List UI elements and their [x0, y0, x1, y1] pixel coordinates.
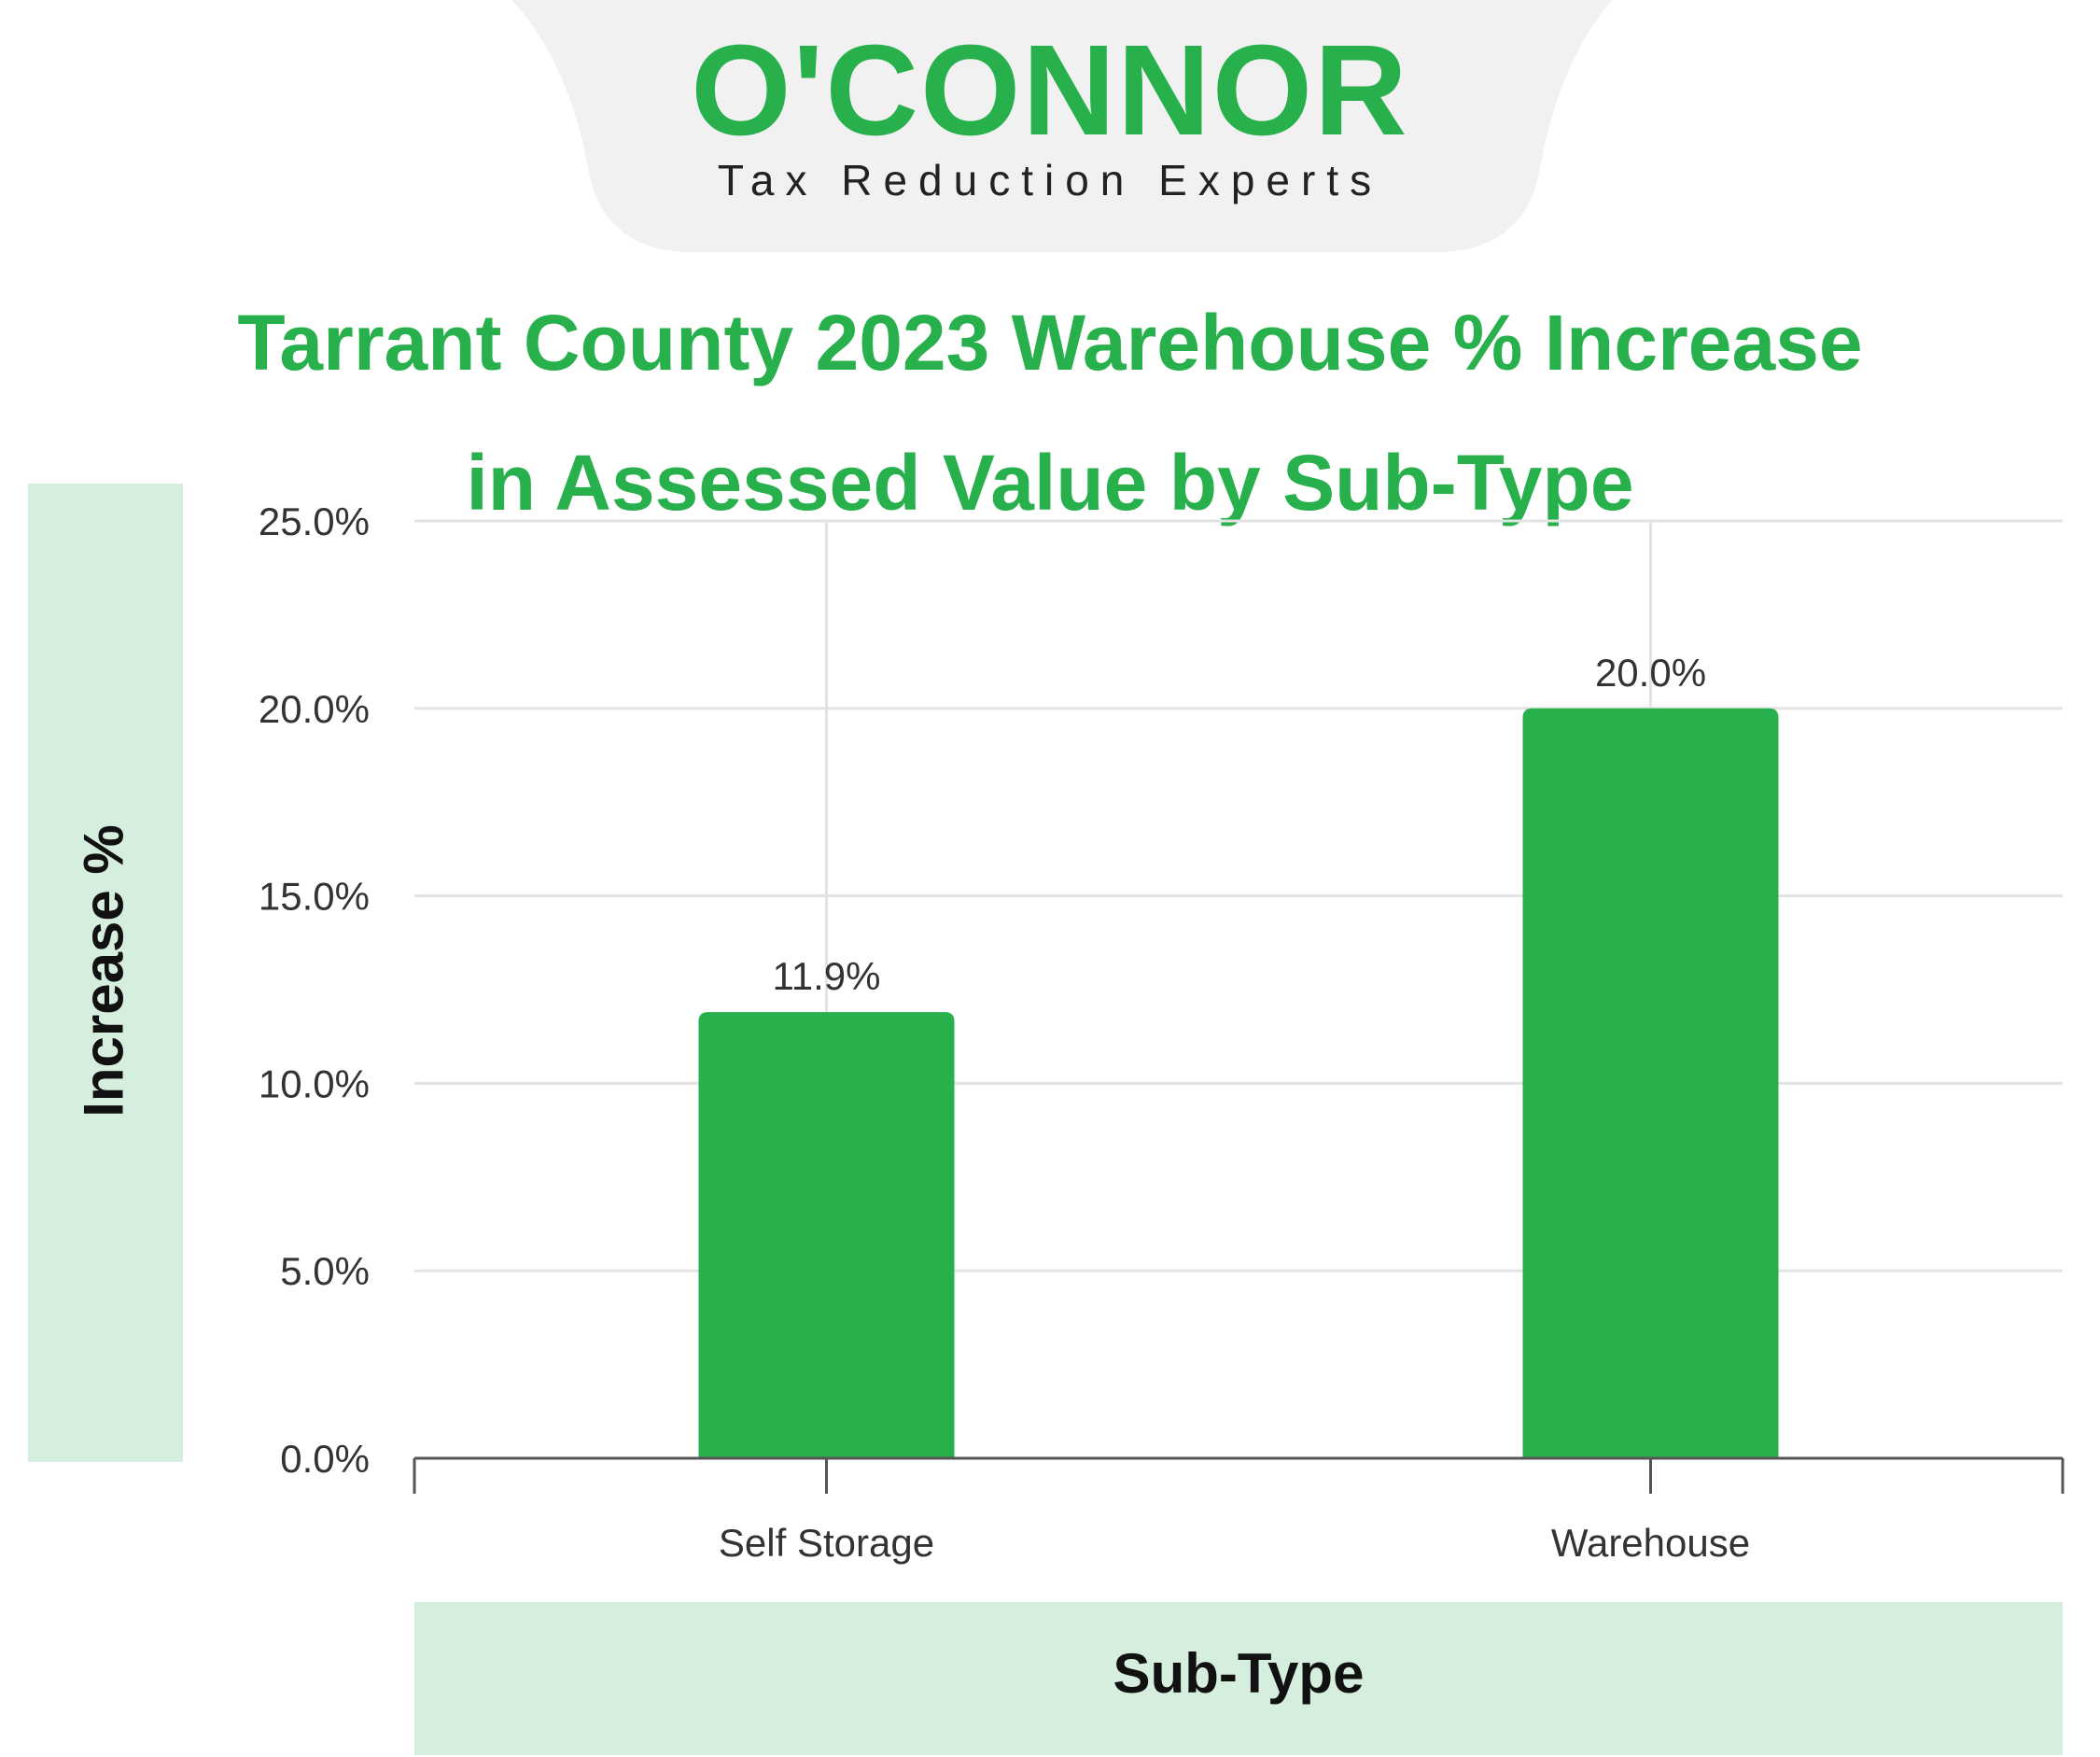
logo-background — [511, 0, 1613, 252]
chart-title: Tarrant County 2023 Warehouse % Increase… — [0, 273, 2100, 553]
x-tick-label: Self Storage — [719, 1521, 934, 1565]
bar-self-storage — [698, 1012, 955, 1458]
brand-tagline: Tax Reduction Experts — [717, 156, 1383, 204]
y-tick-label: 5.0% — [280, 1249, 370, 1293]
chart-title-line-2: in Assessed Value by Sub-Type — [466, 439, 1634, 527]
y-tick-label: 20.0% — [259, 687, 370, 731]
x-axis-label: Sub-Type — [1113, 1642, 1365, 1705]
bar-value-label: 11.9% — [773, 954, 881, 998]
x-axis-label-panel — [414, 1602, 2063, 1755]
bar-warehouse — [1522, 708, 1779, 1458]
y-tick-label: 0.0% — [280, 1437, 370, 1481]
bar-value-label: 20.0% — [1595, 651, 1706, 695]
y-axis-label-panel — [28, 484, 183, 1462]
x-tick-label: Warehouse — [1551, 1521, 1750, 1565]
chart-title-line-1: Tarrant County 2023 Warehouse % Increase — [237, 299, 1863, 387]
brand-logo: O'CONNOR — [691, 19, 1409, 162]
y-tick-label: 25.0% — [259, 499, 370, 543]
y-tick-label: 10.0% — [259, 1061, 370, 1105]
y-tick-label: 15.0% — [259, 875, 370, 919]
